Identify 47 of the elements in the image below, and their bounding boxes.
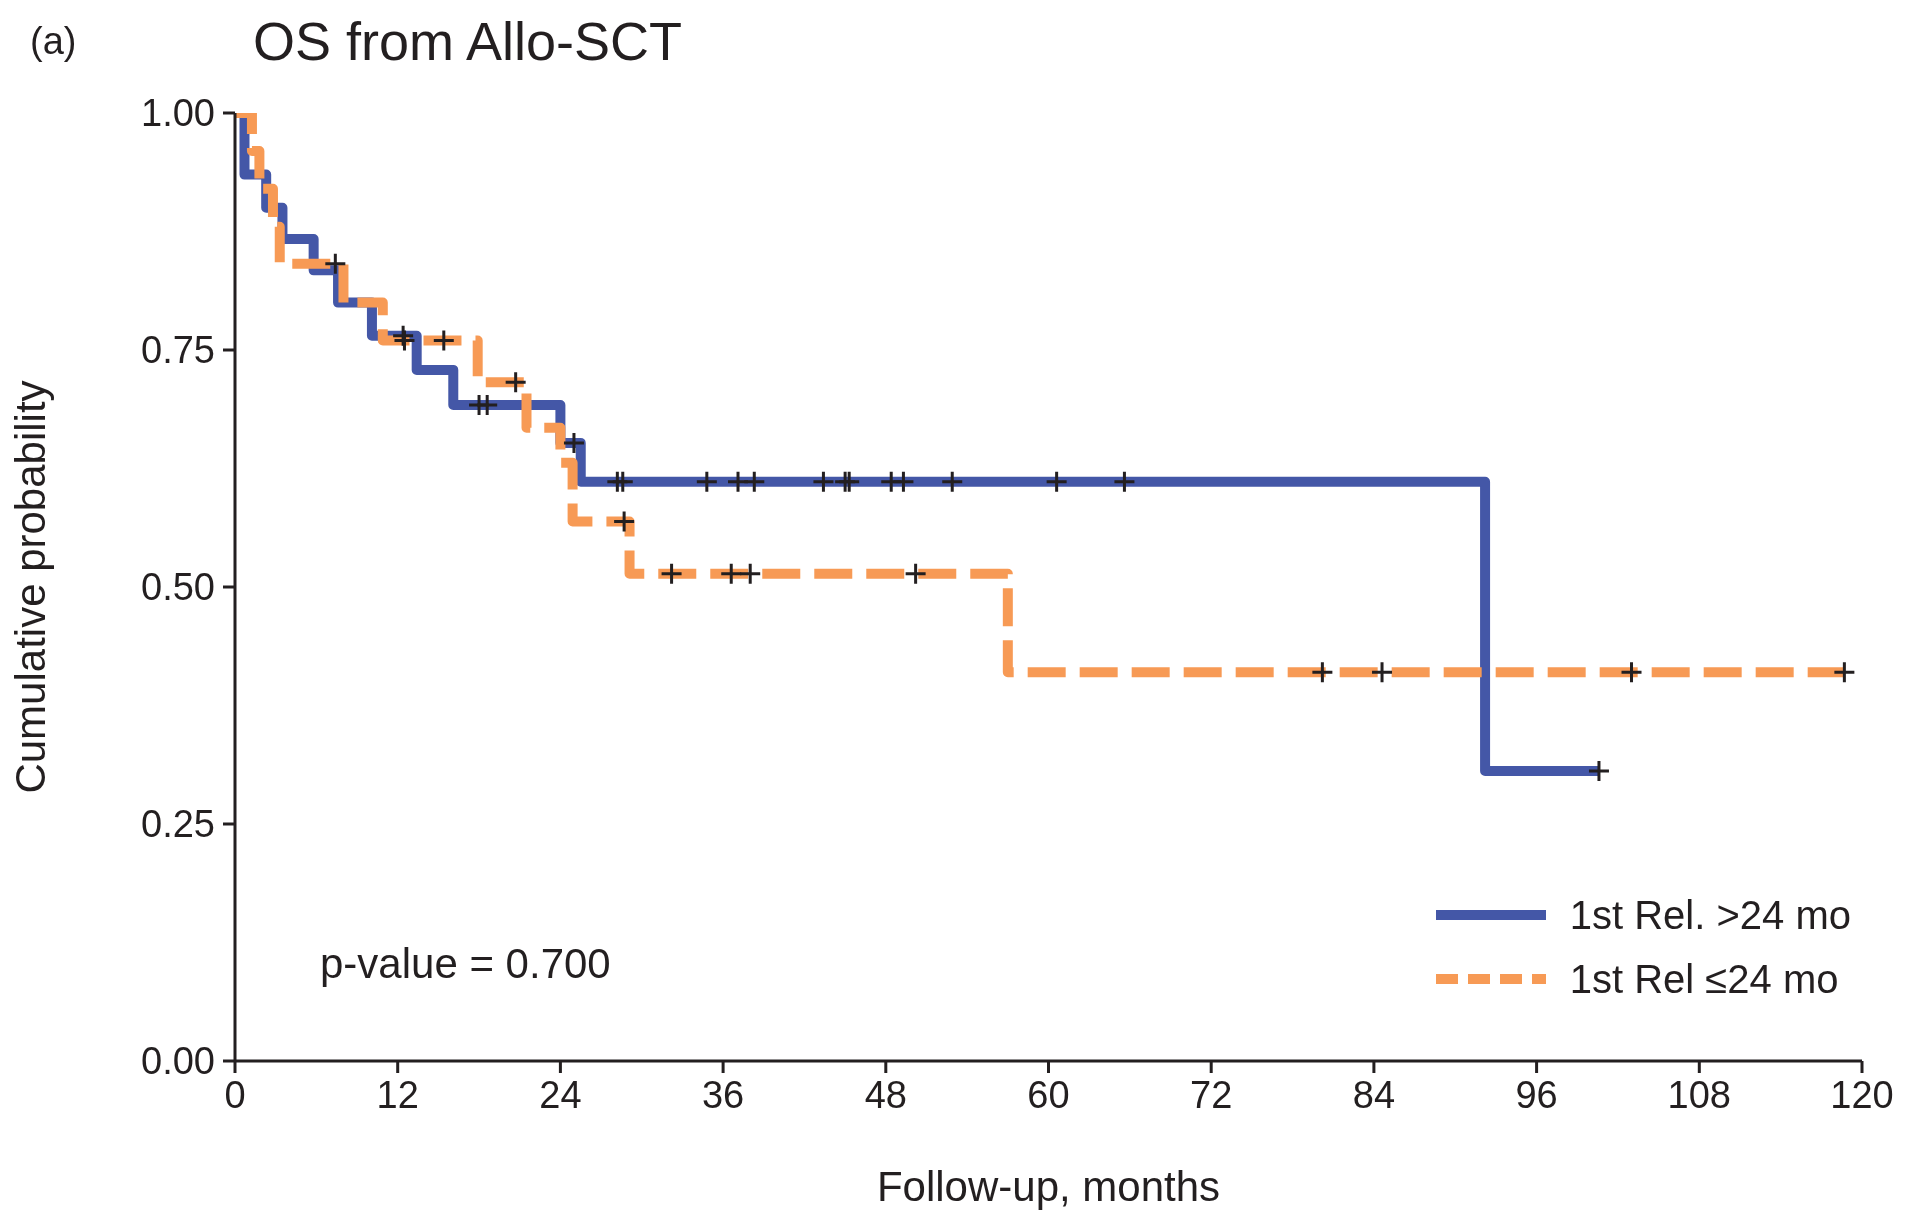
text: (a) <box>30 20 77 63</box>
y-tick-label: 0.75 <box>141 329 215 372</box>
point <box>1834 662 1855 683</box>
x-tick-label: 84 <box>1352 1073 1396 1116</box>
legend-label: 1st Rel ≤24 mo <box>1569 956 1839 1002</box>
point <box>905 563 926 584</box>
x-tick-label: 24 <box>539 1073 582 1116</box>
legend-label: 1st Rel. >24 mo <box>1569 892 1851 938</box>
x-tick-label: 48 <box>864 1073 907 1116</box>
x-axis-title: Follow-up, months <box>876 1163 1221 1210</box>
x-tick-label: 60 <box>1027 1073 1070 1116</box>
x-tick-label: 72 <box>1190 1073 1233 1116</box>
point <box>740 563 761 584</box>
point <box>1621 662 1642 683</box>
point <box>942 471 963 492</box>
point <box>477 394 498 415</box>
annotation: p-value = 0.700 <box>320 940 611 988</box>
point <box>612 471 633 492</box>
point <box>813 471 834 492</box>
point <box>696 471 717 492</box>
point <box>893 471 914 492</box>
point <box>563 432 584 453</box>
x-tick-label: 108 <box>1667 1073 1731 1116</box>
point <box>394 330 415 351</box>
point <box>1588 760 1609 781</box>
point <box>614 511 635 532</box>
y-axis-title: Cumulative probability <box>6 380 54 794</box>
point <box>1372 662 1393 683</box>
x-tick-label: 36 <box>701 1073 745 1116</box>
y-tick-label: 0.00 <box>141 1040 215 1083</box>
point <box>721 563 742 584</box>
x-tick-label: 12 <box>376 1073 419 1116</box>
x-tick-label: 0 <box>224 1073 246 1116</box>
point <box>1114 471 1135 492</box>
point <box>433 330 454 351</box>
point <box>661 563 682 584</box>
point <box>1312 662 1333 683</box>
chart-title: OS from Allo-SCT <box>253 10 683 72</box>
y-tick-label: 1.00 <box>141 92 215 135</box>
y-tick-label: 0.25 <box>141 803 215 846</box>
point <box>1046 471 1067 492</box>
point <box>744 471 765 492</box>
x-tick-label: 120 <box>1830 1073 1894 1116</box>
point <box>505 372 526 393</box>
y-tick-label: 0.50 <box>141 566 215 609</box>
x-tick-label: 96 <box>1515 1073 1558 1116</box>
point <box>325 253 346 274</box>
